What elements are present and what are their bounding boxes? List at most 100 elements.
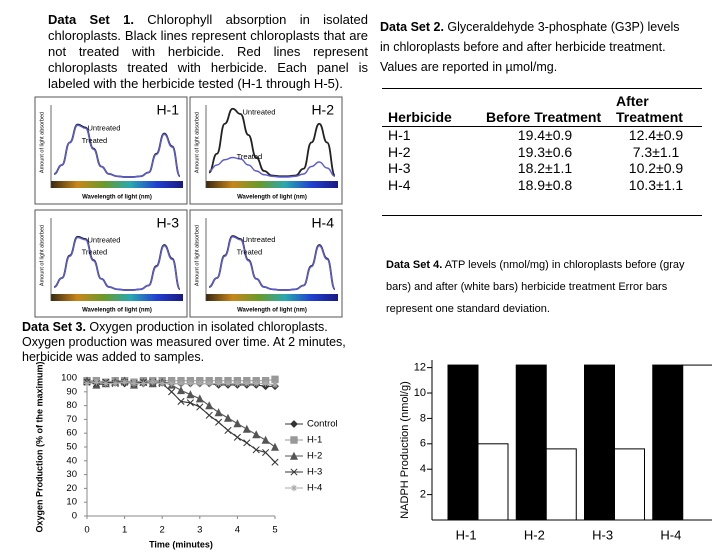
data-point [271, 458, 279, 466]
data-point [186, 390, 195, 399]
legend-label: Control [307, 419, 338, 430]
data-point [121, 378, 128, 386]
table-cell: 18.2±1.1 [517, 160, 573, 176]
series-label: Treated [237, 248, 263, 257]
y-tick-label: 70 [66, 414, 77, 425]
data-point [234, 380, 241, 387]
table-header: Herbicide Before Treatment After Treatme… [382, 88, 702, 127]
data-point [205, 401, 214, 410]
table-cell: H-1 [388, 127, 411, 143]
data-point [243, 380, 250, 387]
panel-title: H-4 [311, 215, 334, 231]
x-tick-label: H-2 [524, 527, 545, 542]
table-cell: 19.3±0.6 [517, 143, 573, 160]
data-point [196, 380, 203, 387]
header-cell: Before Treatment [480, 88, 610, 127]
caption-1: Data Set 1. Chlorophyll absorption in is… [48, 12, 368, 92]
y-tick-label: 20 [66, 483, 77, 494]
data-point [206, 380, 213, 387]
data-point [252, 446, 260, 454]
y-tick-label: 40 [66, 455, 77, 466]
spectrum-bar [51, 181, 183, 188]
y-axis-label: Amount of light absorbed [194, 225, 200, 286]
data-point [224, 426, 232, 434]
legend-label: H-4 [307, 483, 322, 494]
y-tick-label: 10 [414, 387, 426, 399]
x-tick-label: 2 [160, 525, 165, 536]
bar [545, 448, 577, 521]
data-point [224, 380, 232, 387]
table-cell: 12.4±0.9 [628, 127, 684, 143]
y-tick-label: 60 [66, 428, 77, 439]
caption-text: Oxygen production in isolated chloroplas… [22, 320, 346, 364]
y-tick-label: 10 [66, 497, 77, 508]
data-point [112, 380, 119, 387]
data-point [177, 380, 185, 387]
legend-marker [289, 451, 299, 460]
series-label: Untreated [243, 108, 276, 117]
data-point [168, 388, 176, 396]
data-point [233, 433, 241, 441]
panel-title: H-1 [156, 102, 179, 118]
x-tick-label: 3 [197, 525, 202, 536]
legend-label: H-2 [307, 451, 322, 462]
y-tick-label: 12 [414, 362, 426, 374]
header-cell: After Treatment [610, 88, 702, 127]
data-point [205, 411, 213, 419]
x-axis-label: Wavelength of light (nm) [237, 195, 307, 201]
bar [682, 364, 712, 521]
y-axis-label: Amount of light absorbed [39, 112, 45, 173]
data-point [233, 419, 242, 428]
data-point [262, 448, 270, 457]
legend-marker [290, 420, 298, 428]
spectrum-bar [206, 181, 338, 188]
data-point [253, 380, 260, 387]
y-tick-label: 90 [66, 386, 77, 397]
caption-2: Data Set 2. Glyceraldehyde 3-phosphate (… [380, 17, 680, 77]
x-tick-label: H-1 [456, 527, 477, 542]
x-axis-label: Time (minutes) [149, 539, 213, 549]
data-point [261, 435, 270, 444]
caption-label: Data Set 3. [22, 320, 86, 334]
y-axis-label: Amount of light absorbed [194, 112, 200, 173]
data-point [214, 408, 223, 417]
x-axis-label: Wavelength of light (nm) [82, 195, 152, 201]
data-point [242, 424, 251, 433]
caption-text: Chlorophyll absorption in isolated chlor… [48, 12, 368, 91]
x-tick-label: 1 [122, 525, 127, 536]
data-point [215, 418, 223, 426]
g3p-table: Herbicide Before Treatment After Treatme… [382, 88, 702, 216]
data-point [196, 403, 204, 411]
table-cell: 7.3±1.1 [632, 143, 680, 160]
y-tick-label: 100 [61, 373, 77, 384]
spectrum-line [208, 156, 336, 178]
series-label: Untreated [88, 236, 121, 245]
data-point [140, 380, 147, 387]
table-cell: H-4 [388, 176, 411, 193]
table-row: H-1 19.4±0.9 12.4±0.9 [382, 127, 702, 144]
series-label: Untreated [243, 235, 276, 244]
legend-marker [290, 436, 298, 444]
y-tick-label: 4 [420, 463, 426, 475]
table-cell: 18.9±0.8 [517, 176, 573, 193]
table-row: H-2 19.3±0.6 7.3±1.1 [382, 144, 702, 161]
y-tick-label: 50 [66, 442, 77, 453]
bar [477, 443, 509, 521]
caption-label: Data Set 2. [380, 20, 444, 34]
series-label: Untreated [88, 123, 121, 132]
series-label: Treated [82, 136, 108, 145]
data-point [186, 399, 194, 407]
spectrum-bar [206, 294, 338, 301]
table-cell: H-3 [388, 160, 411, 176]
caption-text: ATP levels (nmol/mg) in chloroplasts bef… [386, 259, 685, 315]
data-point [93, 378, 100, 386]
series-line [86, 381, 276, 463]
spectrum-line [208, 236, 336, 291]
legend-marker [290, 484, 298, 492]
data-point [215, 380, 222, 387]
table-body: H-1 19.4±0.9 12.4±0.9 H-2 19.3±0.6 7.3±1.1 H-3… [382, 127, 702, 216]
data-point [271, 381, 279, 389]
table-row: H-4 18.9±0.8 10.3±1.1 [382, 177, 702, 216]
y-axis-label: Amount of light absorbed [39, 225, 45, 286]
